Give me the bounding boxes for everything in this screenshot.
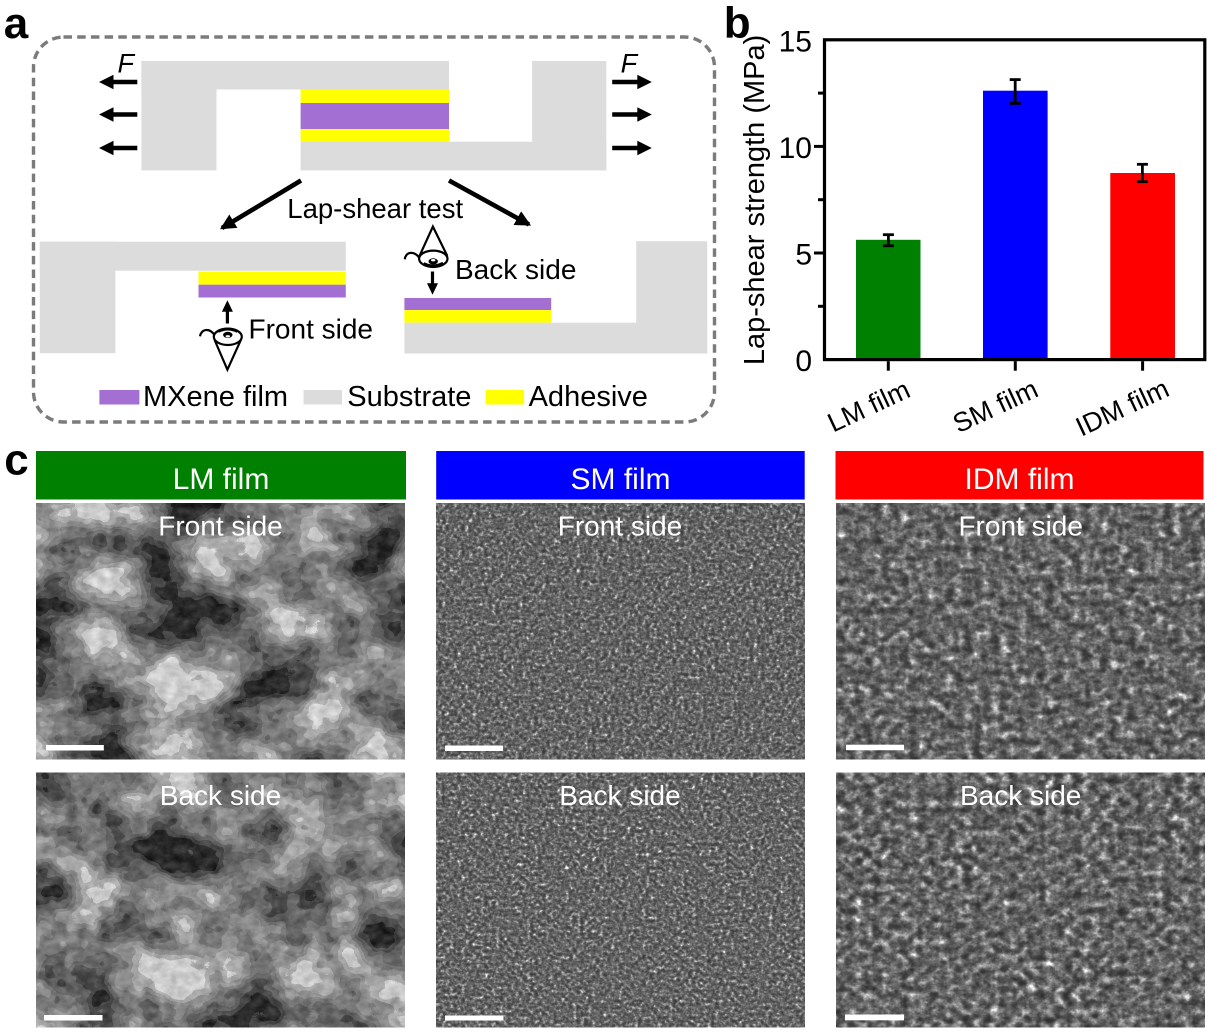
svg-text:IDM film: IDM film bbox=[1071, 373, 1173, 442]
svg-text:Back side: Back side bbox=[960, 780, 1081, 811]
svg-text:SM film: SM film bbox=[948, 374, 1042, 439]
svg-text:5: 5 bbox=[795, 238, 812, 271]
svg-text:MXene film: MXene film bbox=[143, 381, 288, 413]
svg-text:F: F bbox=[621, 48, 639, 78]
svg-text:Back side: Back side bbox=[559, 780, 680, 811]
svg-text:Front side: Front side bbox=[249, 314, 374, 345]
svg-text:a: a bbox=[4, 0, 29, 48]
svg-text:10: 10 bbox=[779, 132, 812, 165]
svg-text:Front side: Front side bbox=[158, 511, 283, 542]
svg-text:Back side: Back side bbox=[160, 780, 281, 811]
svg-text:Lap-shear test: Lap-shear test bbox=[287, 193, 463, 224]
svg-text:c: c bbox=[4, 436, 28, 485]
svg-text:Adhesive: Adhesive bbox=[529, 381, 648, 413]
svg-text:0: 0 bbox=[795, 345, 812, 378]
svg-text:b: b bbox=[724, 0, 751, 48]
svg-text:F: F bbox=[118, 48, 136, 78]
svg-text:Front side: Front side bbox=[558, 511, 683, 542]
svg-text:15: 15 bbox=[779, 25, 812, 58]
svg-text:Back side: Back side bbox=[455, 254, 576, 285]
svg-text:LM film: LM film bbox=[823, 374, 915, 438]
svg-text:SM film: SM film bbox=[571, 463, 671, 496]
svg-text:Front side: Front side bbox=[958, 511, 1083, 542]
svg-text:IDM film: IDM film bbox=[965, 463, 1075, 496]
svg-text:Lap-shear strength (MPa): Lap-shear strength (MPa) bbox=[739, 35, 771, 365]
svg-text:Substrate: Substrate bbox=[347, 381, 471, 413]
svg-text:LM film: LM film bbox=[173, 463, 270, 496]
